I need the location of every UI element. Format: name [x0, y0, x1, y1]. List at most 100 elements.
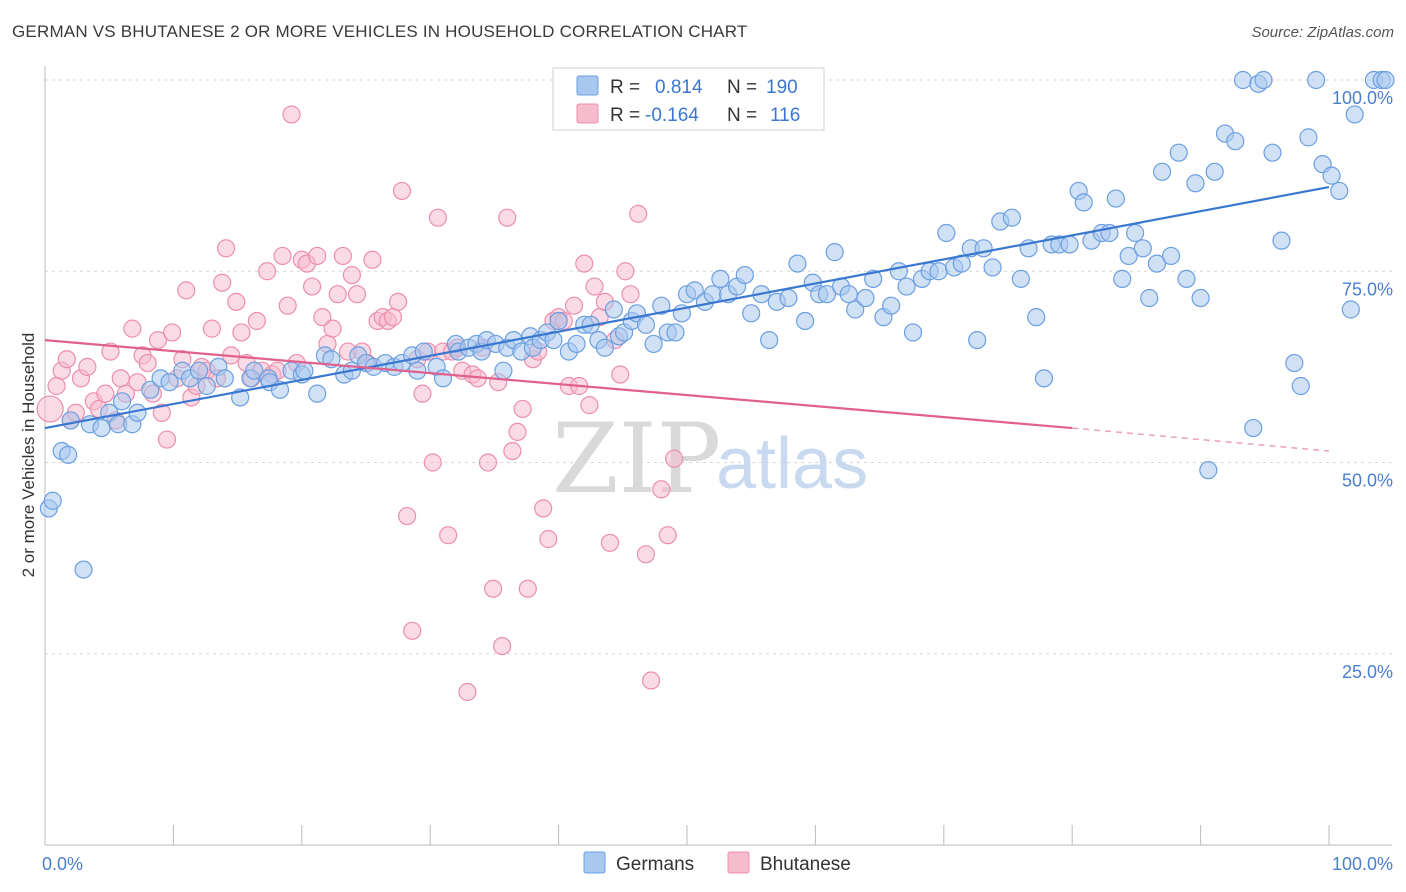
legend-bhutanese-n-value: 116 — [770, 105, 800, 126]
legend-german-n-label: N = — [727, 77, 757, 98]
x-tick-labels: 0.0% 100.0% — [42, 854, 1393, 874]
german-point — [1322, 166, 1341, 185]
bhutanese-point — [389, 292, 408, 311]
german-point — [839, 285, 858, 304]
bhutanese-point — [36, 395, 64, 423]
german-point — [197, 376, 216, 396]
german-point — [897, 277, 916, 296]
bhutanese-point — [247, 311, 266, 331]
german-point — [1345, 105, 1364, 124]
german-point — [433, 369, 453, 388]
german-point — [1341, 300, 1360, 319]
german-point — [1133, 239, 1152, 258]
bhutanese-point — [258, 262, 277, 281]
german-point — [796, 311, 815, 331]
bhutanese-point — [503, 441, 522, 461]
german-point — [1011, 269, 1030, 288]
german-point — [817, 285, 837, 304]
bhutanese-point — [423, 453, 442, 472]
bhutanese-point — [148, 331, 168, 350]
german-point — [1177, 269, 1196, 288]
bhutanese-point — [328, 285, 347, 304]
german-point — [1205, 162, 1224, 181]
german-point — [1233, 70, 1253, 90]
legend-swatch-bhutanese — [576, 103, 599, 124]
german-point — [1113, 269, 1132, 288]
bhutanese-point — [611, 365, 630, 384]
bhutanese-point — [484, 579, 503, 598]
german-point — [92, 418, 111, 438]
bhutanese-point — [347, 285, 367, 304]
bhutanese-point — [392, 181, 412, 201]
german-point — [889, 262, 908, 281]
bhutanese-point — [232, 323, 251, 342]
german-point — [666, 323, 685, 342]
german-point — [43, 491, 62, 510]
german-point — [929, 262, 948, 281]
german-point — [567, 334, 586, 354]
german-point — [549, 311, 568, 331]
german-point — [788, 254, 807, 273]
bhutanese-point — [403, 621, 422, 640]
german-point — [779, 288, 798, 308]
bhutanese-point — [202, 319, 222, 338]
german-point — [59, 445, 78, 464]
german-point — [494, 361, 513, 380]
german-point — [983, 258, 1002, 277]
bhutanese-point — [342, 265, 361, 285]
german-point — [160, 373, 179, 392]
bhutanese-point — [458, 682, 477, 702]
german-point — [882, 296, 901, 315]
german-point — [636, 315, 656, 334]
german-point — [974, 239, 993, 258]
bhutanese-point — [493, 636, 512, 656]
source-label: Source: ZipAtlas.com — [1251, 24, 1394, 41]
bhutanese-point — [123, 319, 142, 338]
bhutanese-point — [508, 422, 527, 441]
legend-german-n-value: 190 — [766, 77, 798, 98]
german-point — [1244, 418, 1263, 438]
bhutanese-point — [621, 285, 640, 304]
bottom-legend: Germans Bhutanese — [583, 851, 851, 875]
german-point — [1152, 162, 1172, 181]
bhutanese-point — [439, 526, 458, 545]
legend-bhutanese-n-label: N = — [727, 105, 757, 126]
bhutanese-point — [282, 105, 301, 124]
german-point — [825, 243, 844, 262]
bottom-legend-swatch-bhutanese — [727, 851, 750, 874]
bhutanese-point — [363, 250, 382, 269]
bhutanese-point — [658, 526, 677, 545]
german-trendline — [44, 186, 1330, 430]
german-point — [1169, 143, 1188, 162]
legend-german-r-label: R = — [610, 77, 640, 98]
bhutanese-point — [111, 369, 130, 388]
y-tick-labels: 25.0% 50.0% 75.0% 100.0% — [1332, 88, 1393, 682]
german-point — [141, 380, 160, 399]
german-point — [1106, 189, 1125, 208]
bhutanese-point — [57, 350, 76, 369]
bhutanese-point — [600, 533, 620, 552]
watermark: ZIP atlas — [552, 403, 868, 515]
bhutanese-point — [308, 246, 327, 266]
german-point — [711, 269, 730, 288]
legend-swatch-german — [576, 75, 599, 96]
axes — [44, 66, 1392, 846]
german-point — [74, 560, 93, 579]
german-point — [1186, 174, 1205, 193]
legend-bhutanese-r-label: R = — [610, 105, 640, 126]
bhutanese-point — [564, 296, 584, 315]
german-point — [1119, 246, 1138, 266]
german-point — [1074, 193, 1093, 212]
bhutanese-point — [138, 353, 157, 373]
watermark-atlas: atlas — [716, 424, 868, 504]
german-point — [1161, 246, 1181, 266]
german-point — [1140, 288, 1159, 308]
german-point — [308, 384, 327, 403]
watermark-zip: ZIP — [552, 403, 721, 515]
german-point — [215, 369, 234, 388]
bhutanese-trendline — [44, 339, 1073, 430]
bhutanese-point — [323, 319, 342, 338]
bhutanese-point — [157, 430, 177, 449]
german-point — [735, 265, 754, 285]
